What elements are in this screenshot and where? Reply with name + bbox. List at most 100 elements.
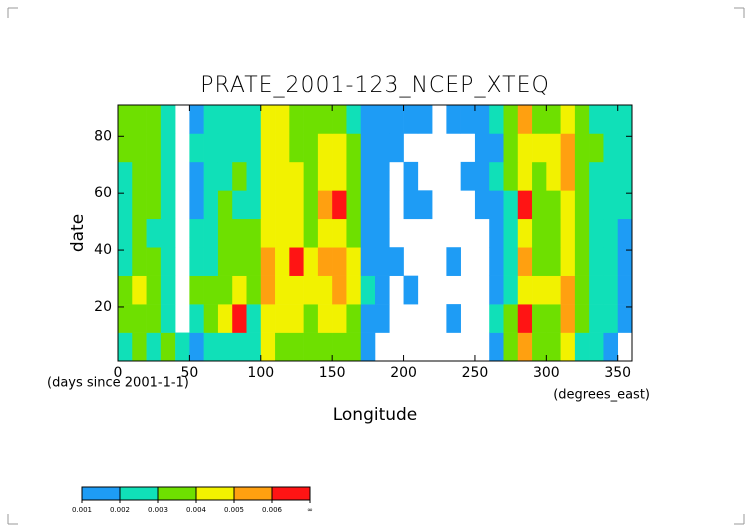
cell: [617, 275, 633, 305]
cell: [532, 275, 547, 305]
cell: [546, 218, 561, 248]
cell: [189, 275, 204, 305]
cell: [560, 275, 576, 305]
cell: [332, 105, 347, 134]
cell: [303, 247, 319, 276]
colorbar-swatch: [196, 487, 234, 500]
cell: [503, 190, 519, 220]
cell: [203, 105, 219, 134]
cell: [574, 247, 590, 276]
cell: [232, 304, 247, 333]
cell: [260, 190, 276, 220]
cell: [574, 275, 590, 305]
cell: [275, 304, 290, 333]
cell: [375, 304, 390, 333]
cell: [360, 304, 376, 333]
colorbar-label: 0.005: [224, 506, 244, 514]
cell: [317, 161, 333, 191]
cell: [517, 247, 533, 276]
cell: [617, 218, 633, 248]
cell: [246, 218, 262, 248]
cell: [603, 190, 619, 220]
cell: [317, 190, 333, 220]
cell: [260, 161, 276, 191]
cell: [232, 275, 247, 305]
cell: [346, 332, 362, 362]
cell: [532, 304, 547, 333]
cell: [160, 190, 176, 220]
cell: [217, 304, 233, 333]
cell: [489, 218, 504, 248]
cell: [203, 161, 219, 191]
cell: [375, 105, 390, 134]
x-tick-label: 150: [319, 365, 346, 381]
cell: [517, 161, 533, 191]
cell: [275, 105, 290, 134]
colorbar-swatch: [272, 487, 310, 500]
cell: [160, 218, 176, 248]
cell: [246, 190, 262, 220]
cell: [118, 332, 133, 362]
cell: [146, 133, 162, 163]
cell: [574, 105, 590, 134]
cell: [589, 161, 604, 191]
x-tick-label: 250: [462, 365, 489, 381]
cell: [332, 161, 347, 191]
cell: [317, 218, 333, 248]
cell: [146, 218, 162, 248]
cell: [417, 190, 433, 220]
cell: [589, 332, 604, 362]
x-units: (degrees_east): [553, 388, 650, 403]
y-tick-label: 40: [94, 242, 112, 258]
cell: [217, 218, 233, 248]
cell: [389, 133, 404, 163]
cell: [332, 332, 347, 362]
cell: [232, 105, 247, 134]
cell: [460, 105, 476, 134]
cell: [560, 161, 576, 191]
cell: [203, 304, 219, 333]
cell: [546, 161, 561, 191]
cell: [546, 275, 561, 305]
cell: [360, 218, 376, 248]
cell: [132, 304, 147, 333]
cell: [146, 332, 162, 362]
cell: [246, 247, 262, 276]
cell: [546, 332, 561, 362]
cell: [275, 190, 290, 220]
cell: [160, 247, 176, 276]
cell: [589, 218, 604, 248]
cell: [346, 190, 362, 220]
cell: [132, 133, 147, 163]
cell: [503, 304, 519, 333]
cell: [189, 332, 204, 362]
x-tick-label: 200: [390, 365, 417, 381]
cell: [303, 190, 319, 220]
cell: [118, 247, 133, 276]
cell: [503, 275, 519, 305]
x-tick-label: 300: [533, 365, 560, 381]
cell: [189, 218, 204, 248]
cell: [346, 161, 362, 191]
cell: [118, 218, 133, 248]
cell: [217, 275, 233, 305]
colorbar-swatch: [234, 487, 272, 500]
cell: [375, 190, 390, 220]
cell: [560, 105, 576, 134]
cell: [589, 275, 604, 305]
cell: [132, 161, 147, 191]
cell: [532, 190, 547, 220]
cell: [146, 161, 162, 191]
cell: [217, 105, 233, 134]
cell: [517, 275, 533, 305]
cell: [503, 218, 519, 248]
cell: [417, 105, 433, 134]
cell: [289, 190, 304, 220]
cell: [203, 247, 219, 276]
cell: [517, 105, 533, 134]
cell: [332, 190, 347, 220]
cell: [217, 247, 233, 276]
cell: [260, 133, 276, 163]
cell: [360, 247, 376, 276]
cell: [603, 105, 619, 134]
